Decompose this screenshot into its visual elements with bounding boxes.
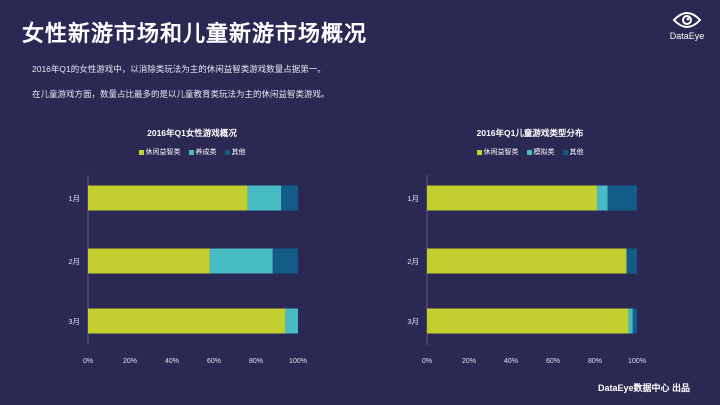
legend-label: 其他 bbox=[231, 149, 246, 156]
legend-label: 养成类 bbox=[195, 149, 217, 156]
category-label: 2月 bbox=[407, 257, 419, 266]
x-tick-label: 60% bbox=[546, 358, 560, 365]
legend-item: 其他 bbox=[224, 147, 246, 157]
category-label: 2月 bbox=[68, 257, 80, 266]
category-label: 3月 bbox=[68, 317, 80, 326]
bar-segment bbox=[88, 185, 248, 211]
bar-segment bbox=[626, 248, 637, 274]
x-tick-label: 40% bbox=[504, 358, 518, 365]
legend-swatch bbox=[562, 149, 568, 155]
legend-swatch bbox=[138, 149, 144, 155]
footer-credit: DataEye数据中心 出品 bbox=[598, 383, 691, 393]
brand-logo: DataEye bbox=[662, 10, 712, 50]
legend-item: 休闲益智类 bbox=[476, 147, 519, 157]
x-tick-label: 0% bbox=[83, 358, 93, 365]
category-label: 1月 bbox=[68, 194, 80, 203]
x-tick-label: 40% bbox=[165, 358, 179, 365]
legend-swatch bbox=[188, 149, 194, 155]
chart-2-legend: 休闲益智类 模拟类 其他 bbox=[420, 147, 640, 157]
legend-label: 其他 bbox=[569, 149, 584, 156]
legend-item: 其他 bbox=[562, 147, 584, 157]
category-label: 3月 bbox=[407, 317, 419, 326]
legend-swatch bbox=[476, 149, 482, 155]
chart-2-title: 2016年Q1儿童游戏类型分布 bbox=[476, 128, 584, 138]
bar-segment bbox=[427, 308, 629, 334]
x-tick-label: 80% bbox=[588, 358, 602, 365]
category-label: 1月 bbox=[407, 194, 419, 203]
legend-item: 休闲益智类 bbox=[138, 147, 181, 157]
legend-item: 模拟类 bbox=[526, 147, 555, 157]
bar-segment bbox=[88, 248, 210, 274]
page-title: 女性新游市场和儿童新游市场概况 bbox=[22, 21, 368, 46]
x-tick-label: 20% bbox=[462, 358, 476, 365]
legend-swatch bbox=[224, 149, 230, 155]
legend-swatch bbox=[526, 149, 532, 155]
bar-segment bbox=[272, 248, 298, 274]
x-tick-label: 100% bbox=[628, 358, 646, 365]
x-tick-label: 20% bbox=[123, 358, 137, 365]
legend-item: 养成类 bbox=[188, 147, 217, 157]
chart-1-legend: 休闲益智类 养成类 其他 bbox=[82, 147, 302, 157]
x-tick-label: 100% bbox=[289, 358, 307, 365]
eye-logo-icon bbox=[672, 12, 702, 28]
bar-segment bbox=[427, 248, 627, 274]
bar-segment bbox=[597, 185, 608, 211]
chart-1-title: 2016年Q1女性游戏概况 bbox=[147, 128, 237, 138]
bar-segment bbox=[628, 308, 633, 334]
legend-label: 模拟类 bbox=[533, 149, 555, 156]
legend-label: 休闲益智类 bbox=[483, 149, 519, 156]
bar-segment bbox=[427, 185, 598, 211]
bar-segment bbox=[247, 185, 282, 211]
bar-segment bbox=[281, 185, 298, 211]
bar-segment bbox=[632, 308, 637, 334]
intro-line-1: 2016年Q1的女性游戏中，以消除类玩法为主的休闲益智类游戏数量占据第一。 bbox=[32, 64, 326, 74]
bar-segment bbox=[607, 185, 637, 211]
x-tick-label: 0% bbox=[422, 358, 432, 365]
bar-segment bbox=[88, 308, 286, 334]
bar-segment bbox=[285, 308, 298, 334]
x-tick-label: 60% bbox=[207, 358, 221, 365]
intro-line-2: 在儿童游戏方面，数量占比最多的是以儿童教育类玩法为主的休闲益智类游戏。 bbox=[32, 89, 330, 99]
x-tick-label: 80% bbox=[249, 358, 263, 365]
bar-segment bbox=[209, 248, 273, 274]
logo-text: DataEye bbox=[669, 31, 705, 41]
legend-label: 休闲益智类 bbox=[145, 149, 181, 156]
